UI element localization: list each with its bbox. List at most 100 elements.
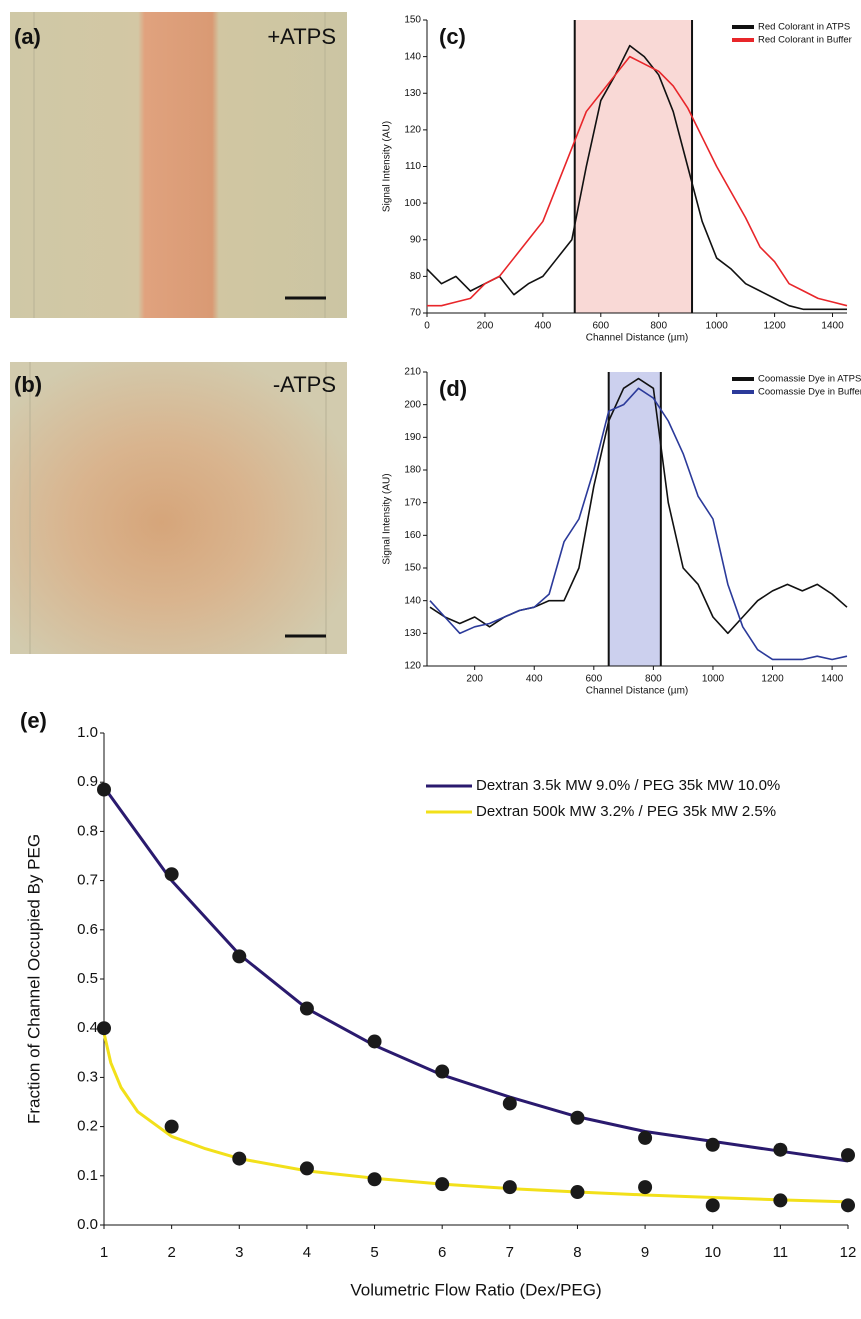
panel-label: (e): [20, 708, 47, 733]
y-tick-label: 70: [410, 308, 422, 319]
data-point: [97, 782, 111, 797]
data-point: [232, 1151, 247, 1166]
y-tick-label: 130: [404, 88, 421, 99]
x-tick-label: 4: [303, 1244, 311, 1261]
y-tick-label: 130: [404, 628, 421, 639]
y-tick-label: 140: [404, 595, 421, 606]
data-point: [299, 1001, 314, 1016]
y-tick-label: 0.1: [77, 1167, 98, 1184]
y-tick-label: 0.2: [77, 1118, 98, 1135]
y-tick-label: 0.9: [77, 773, 98, 790]
legend-label: Red Colorant in ATPS: [758, 22, 850, 33]
data-point: [773, 1193, 788, 1208]
x-tick-label: 10: [704, 1244, 721, 1261]
y-tick-label: 100: [404, 198, 421, 209]
x-tick-label: 1: [100, 1244, 108, 1261]
y-tick-label: 80: [410, 271, 422, 282]
image-caption: +ATPS: [267, 24, 336, 49]
panel-label: (b): [14, 372, 42, 397]
x-tick-label: 800: [645, 674, 662, 685]
series-line: [429, 387, 848, 661]
y-tick-label: 110: [405, 161, 421, 172]
y-tick-label: 200: [404, 399, 421, 410]
y-tick-label: 0.3: [77, 1068, 98, 1085]
shaded-region: [608, 372, 661, 666]
x-tick-label: 7: [506, 1244, 514, 1261]
shaded-region: [574, 20, 693, 313]
legend-label: Coomassie Dye in ATPS: [758, 374, 861, 385]
data-point: [705, 1198, 720, 1213]
x-tick-label: 600: [585, 674, 602, 685]
data-point: [299, 1161, 314, 1176]
x-tick-label: 1400: [821, 674, 844, 685]
x-tick-label: 5: [370, 1244, 378, 1261]
x-axis-label: Channel Distance (µm): [586, 686, 688, 697]
y-tick-label: 0.8: [77, 822, 98, 839]
data-point: [773, 1142, 788, 1157]
data-point: [705, 1137, 720, 1152]
data-point: [502, 1096, 517, 1111]
y-tick-label: 90: [410, 234, 422, 245]
data-point: [570, 1110, 585, 1125]
legend-label: Dextran 500k MW 3.2% / PEG 35k MW 2.5%: [476, 803, 776, 820]
y-tick-label: 1.0: [77, 724, 98, 741]
data-point: [435, 1177, 450, 1192]
x-axis-label: Channel Distance (µm): [586, 333, 688, 344]
x-tick-label: 0: [424, 321, 430, 332]
image-a: (a) +ATPS: [10, 12, 347, 318]
x-tick-label: 3: [235, 1244, 243, 1261]
x-tick-label: 1200: [763, 321, 786, 332]
y-tick-label: 0.4: [77, 1019, 98, 1036]
y-tick-label: 140: [404, 51, 421, 62]
y-tick-label: 150: [404, 15, 421, 26]
x-tick-label: 1000: [706, 321, 729, 332]
y-tick-label: 160: [404, 530, 421, 541]
x-tick-label: 400: [526, 674, 543, 685]
y-axis-label: Fraction of Channel Occupied By PEG: [24, 834, 43, 1124]
y-tick-label: 190: [404, 432, 421, 443]
data-point: [164, 1119, 179, 1134]
x-tick-label: 12: [840, 1244, 857, 1261]
data-point: [164, 867, 179, 882]
x-tick-label: 8: [573, 1244, 581, 1261]
legend-label: Red Colorant in Buffer: [758, 35, 852, 46]
panel-label: (c): [439, 24, 466, 49]
series-line: [429, 377, 848, 635]
data-point: [232, 949, 247, 964]
x-tick-label: 1200: [761, 674, 784, 685]
x-tick-label: 200: [477, 321, 494, 332]
x-tick-label: 2: [167, 1244, 175, 1261]
x-tick-label: 200: [466, 674, 483, 685]
y-tick-label: 0.7: [77, 872, 98, 889]
y-tick-label: 150: [404, 563, 421, 574]
x-tick-label: 11: [773, 1244, 789, 1261]
x-tick-label: 1000: [702, 674, 725, 685]
image-b: (b) -ATPS: [10, 362, 347, 654]
legend-label: Dextran 3.5k MW 9.0% / PEG 35k MW 10.0%: [476, 777, 780, 794]
data-point: [367, 1172, 382, 1187]
y-tick-label: 180: [404, 465, 421, 476]
x-axis-label: Volumetric Flow Ratio (Dex/PEG): [350, 1280, 601, 1299]
y-axis-label: Signal Intensity (AU): [382, 121, 393, 212]
micrograph: [10, 362, 347, 654]
y-axis-label: Signal Intensity (AU): [382, 473, 393, 564]
y-tick-label: 0.6: [77, 921, 98, 938]
y-tick-label: 210: [404, 367, 421, 378]
x-tick-label: 6: [438, 1244, 446, 1261]
x-tick-label: 400: [535, 321, 552, 332]
data-point: [638, 1130, 653, 1145]
panel-label: (a): [14, 24, 41, 49]
x-tick-label: 9: [641, 1244, 649, 1261]
panel-label: (d): [439, 376, 467, 401]
data-point: [367, 1034, 382, 1049]
image-caption: -ATPS: [273, 372, 336, 397]
data-point: [570, 1185, 585, 1200]
data-point: [841, 1198, 855, 1213]
x-tick-label: 1400: [821, 321, 844, 332]
data-point: [502, 1180, 517, 1195]
data-point: [97, 1021, 111, 1036]
fit-curve: [102, 1032, 849, 1204]
data-point: [435, 1064, 450, 1079]
